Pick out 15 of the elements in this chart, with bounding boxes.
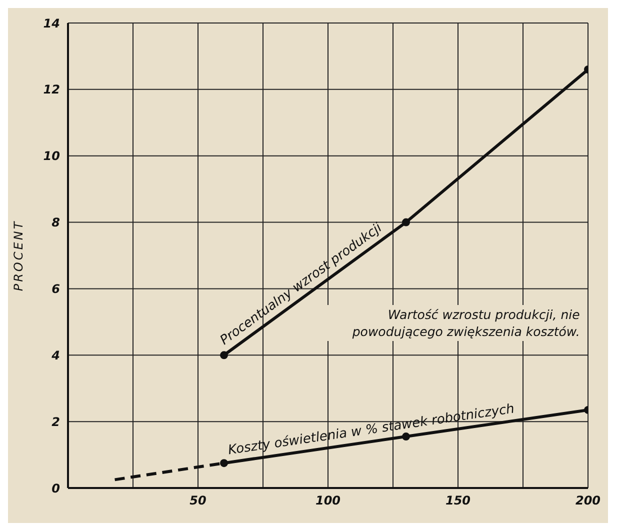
text: Koszty oświetlenia w % stawek robotniczych [227, 402, 516, 458]
x-tick-label: 150 [445, 494, 471, 508]
y-tick-label: 8 [52, 216, 60, 230]
annotation: Wartość wzrostu produkcji, nie powodującego zwiększenia kosztów. [326, 305, 583, 342]
y-axis-title: PROCENT [11, 220, 26, 292]
y-tick-label: 0 [52, 481, 60, 496]
y-tick-label: 10 [43, 149, 60, 164]
y-tick-label: 6 [52, 282, 60, 296]
y-tick-label: 12 [43, 82, 60, 97]
y-tick-label: 4 [50, 348, 60, 362]
y-tick-label: 2 [52, 414, 60, 429]
x-tick-label: 200 [575, 494, 601, 508]
x-tick-label: 50 [190, 494, 206, 508]
x-tick-label: 100 [315, 494, 341, 508]
y-tick-label: 14 [43, 16, 60, 30]
